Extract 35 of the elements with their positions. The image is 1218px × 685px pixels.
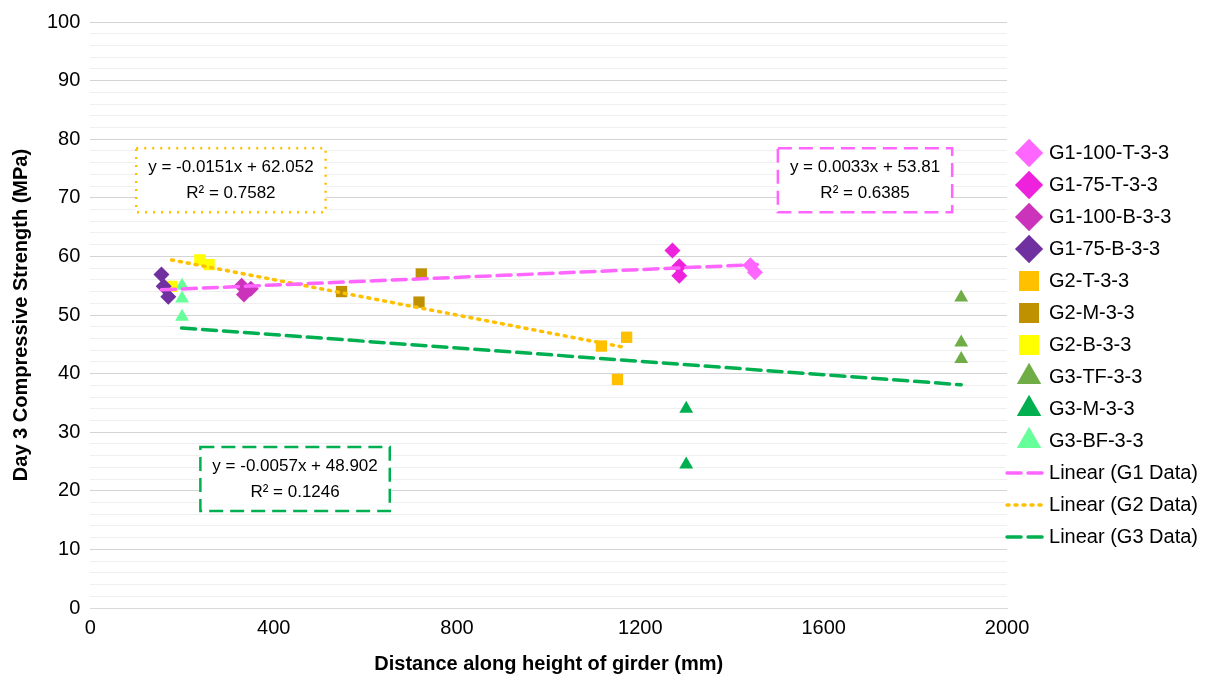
legend-label: G3-TF-3-3 bbox=[1049, 364, 1143, 387]
legend-label: G1-75-B-3-3 bbox=[1049, 236, 1161, 259]
x-tick-label: 1600 bbox=[801, 615, 846, 638]
y-tick-label: 80 bbox=[58, 126, 81, 149]
legend-label: Linear (G2 Data) bbox=[1049, 492, 1199, 515]
x-tick-label: 2000 bbox=[984, 615, 1030, 638]
annotation: y = -0.0057x + 48.902 R² = 0.1246 bbox=[212, 455, 378, 501]
legend-label: G2-B-3-3 bbox=[1049, 332, 1132, 355]
y-tick-label: 10 bbox=[58, 536, 81, 559]
x-tick-label: 800 bbox=[440, 615, 474, 638]
y-axis-title: Day 3 Compressive Strength (MPa) bbox=[8, 148, 31, 482]
x-tick-label: 1200 bbox=[618, 615, 663, 638]
y-tick-label: 90 bbox=[58, 68, 81, 91]
legend-label: Linear (G3 Data) bbox=[1049, 524, 1199, 547]
y-tick-label: 0 bbox=[69, 595, 81, 618]
legend-label: G3-M-3-3 bbox=[1049, 396, 1135, 419]
x-tick-label: 0 bbox=[84, 615, 96, 638]
y-tick-label: 100 bbox=[46, 9, 81, 32]
legend-label: Linear (G1 Data) bbox=[1049, 460, 1199, 483]
x-axis-title: Distance along height of girder (mm) bbox=[374, 651, 724, 674]
y-tick-label: 30 bbox=[58, 419, 81, 442]
y-tick-label: 60 bbox=[58, 243, 81, 266]
legend-label: G3-BF-3-3 bbox=[1049, 428, 1144, 451]
legend-label: G1-75-T-3-3 bbox=[1049, 172, 1158, 195]
legend-label: G1-100-B-3-3 bbox=[1049, 204, 1172, 227]
y-tick-label: 50 bbox=[58, 302, 81, 325]
y-tick-label: 40 bbox=[58, 361, 81, 384]
y-tick-label: 20 bbox=[58, 478, 81, 501]
x-tick-label: 400 bbox=[257, 615, 291, 638]
legend-label: G2-T-3-3 bbox=[1049, 268, 1130, 291]
annotation: y = 0.0033x + 53.81 R² = 0.6385 bbox=[789, 156, 941, 202]
legend-label: G1-100-T-3-3 bbox=[1049, 140, 1170, 163]
y-tick-label: 70 bbox=[58, 185, 81, 208]
annotation: y = -0.0151x + 62.052 R² = 0.7582 bbox=[148, 156, 314, 202]
legend-label: G2-M-3-3 bbox=[1049, 300, 1135, 323]
